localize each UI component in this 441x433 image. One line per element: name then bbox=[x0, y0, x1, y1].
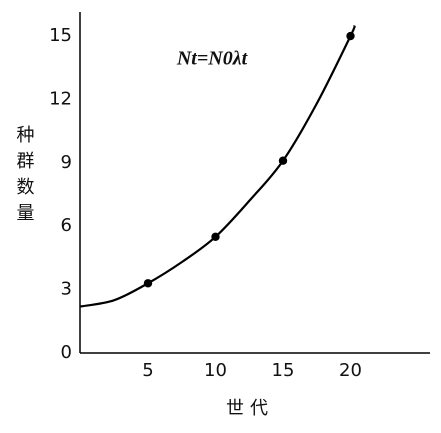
y-tick-label: 9 bbox=[61, 152, 72, 173]
curve bbox=[80, 24, 356, 308]
x-tick-label: 5 bbox=[142, 360, 153, 381]
y-axis-label: 种群数量 bbox=[14, 125, 35, 229]
y-tick-label: 0 bbox=[61, 342, 72, 363]
x-tick-label: 20 bbox=[339, 360, 362, 381]
data-point bbox=[143, 279, 153, 288]
x-tick-label: 15 bbox=[272, 360, 295, 381]
y-tick-label: 15 bbox=[49, 25, 72, 46]
y-tick-label: 6 bbox=[61, 215, 72, 236]
y-tick-label: 3 bbox=[61, 279, 72, 300]
x-axis-label: 世代 bbox=[226, 398, 274, 419]
x-tick-label: 10 bbox=[204, 360, 227, 381]
data-point bbox=[278, 156, 288, 165]
data-point bbox=[211, 232, 220, 241]
y-tick-label: 12 bbox=[49, 88, 72, 109]
annotation: Nt=N0λt bbox=[176, 48, 249, 70]
data-point bbox=[346, 31, 355, 41]
